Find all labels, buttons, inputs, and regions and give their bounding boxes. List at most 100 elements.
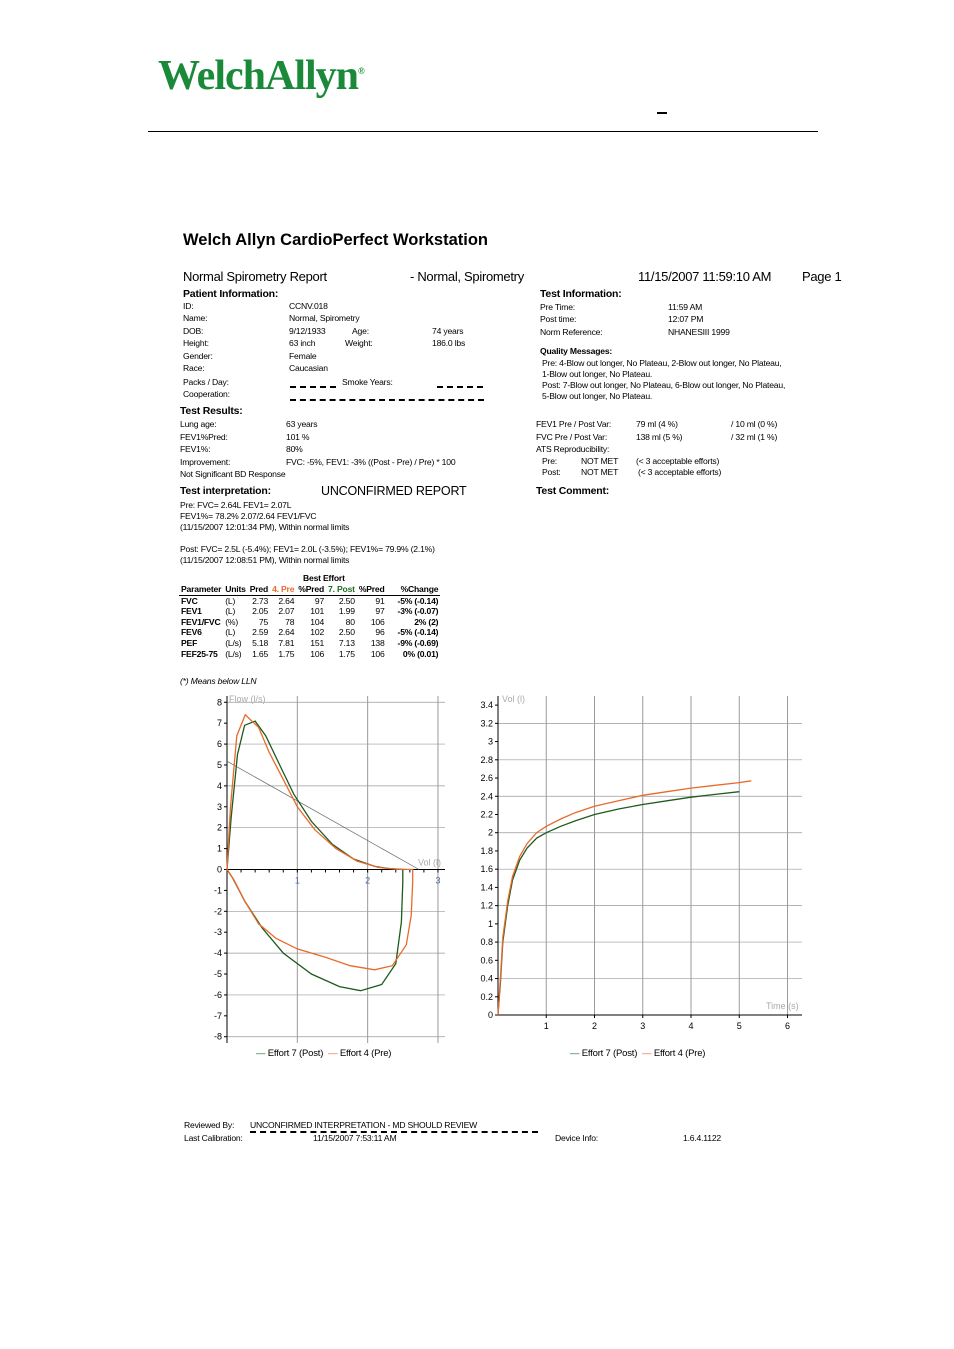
y-tick-label: 3.4	[480, 700, 493, 710]
lung-age-label: Lung age:	[180, 419, 217, 429]
improvement-label: Improvement:	[180, 457, 231, 467]
series-line	[497, 780, 752, 1016]
series-line	[226, 713, 414, 971]
cell-pre: 2.64	[278, 595, 295, 606]
cell-change: -5% (-0.14)	[397, 627, 439, 638]
table-header-row: Parameter Units Pred 4. Pre %Pred 7. Pos…	[179, 584, 441, 596]
cell-param: PEF	[181, 637, 198, 648]
gender-value: Female	[289, 351, 317, 361]
cell-post-pctpred: 106	[370, 616, 385, 627]
interp-heading: Test interpretation:	[180, 485, 271, 497]
y-tick-label: 2.8	[480, 755, 493, 765]
cell-post-pctpred: 97	[375, 606, 385, 617]
interp-line: (11/15/2007 12:01:34 PM), Within normal …	[180, 522, 350, 532]
coop-label: Cooperation:	[183, 389, 230, 399]
col-pre: 4. Pre	[270, 584, 297, 596]
fev1pct-value: 80%	[286, 444, 303, 454]
cell-pre-pctpred: 151	[310, 637, 325, 648]
y-tick-label: -7	[214, 1011, 222, 1021]
cell-change: 0% (0.01)	[402, 648, 439, 659]
legend-pre-label: Effort 4 (Pre)	[339, 1048, 392, 1059]
y-tick-label: 2	[217, 823, 222, 833]
y-tick-label: 2.4	[480, 791, 493, 801]
report-datetime: 11/15/2007 11:59:10 AM	[638, 269, 772, 284]
cell-param: FVC	[181, 595, 198, 606]
age-value: 74 years	[432, 326, 464, 336]
fev1-var-b: / 10 ml (0 %)	[731, 419, 778, 429]
cell-param: FEV1/FVC	[181, 616, 221, 627]
ats-post-value: NOT MET	[581, 467, 619, 477]
patient-summary: - Normal, Spirometry	[410, 269, 524, 284]
legend-pre-swatch: —	[328, 1048, 338, 1059]
y-tick-label: 1.6	[480, 864, 493, 874]
legend-pre-label: Effort 4 (Pre)	[653, 1048, 706, 1059]
y-tick-label: 2.6	[480, 773, 493, 783]
y-tick-label: 3	[217, 802, 222, 812]
y-tick-label: 7	[217, 718, 222, 728]
interp-line: Post: FVC= 2.5L (-5.4%); FEV1= 2.0L (-3.…	[180, 544, 435, 554]
race-label: Race:	[183, 363, 205, 373]
cell-change: -3% (-0.07)	[397, 606, 439, 617]
y-tick-label: 3	[488, 737, 493, 747]
norm-ref-label: Norm Reference:	[540, 327, 603, 337]
cell-post: 1.75	[338, 648, 355, 659]
legend-post-swatch: —	[570, 1048, 580, 1059]
quality-line: 1-Blow out longer, No Plateau.	[542, 369, 653, 379]
cell-units: (L/s)	[225, 637, 242, 648]
report-title: Welch Allyn CardioPerfect Workstation	[183, 231, 489, 249]
y-tick-label: -5	[214, 969, 222, 979]
series-line	[497, 791, 740, 1016]
quality-line: Post: 7-Blow out longer, No Plateau, 6-B…	[542, 380, 786, 390]
col-post-pctpred: %Pred	[356, 584, 387, 596]
patient-info-heading: Patient Information:	[183, 288, 279, 300]
cell-post-pctpred: 106	[370, 648, 385, 659]
y-tick-label: 1	[488, 919, 493, 929]
ats-pre-note: (< 3 acceptable efforts)	[636, 456, 720, 466]
dob-value: 9/12/1933	[289, 326, 326, 336]
coop-blank	[290, 399, 484, 401]
post-time-value: 12:07 PM	[668, 314, 704, 324]
packs-label: Packs / Day:	[183, 377, 229, 387]
cell-change: -9% (-0.69)	[397, 637, 439, 648]
y-tick-label: 0	[217, 865, 222, 875]
cell-post: 1.99	[338, 606, 355, 617]
cell-pred: 2.59	[252, 627, 269, 638]
improvement-value: FVC: -5%, FEV1: -3% ((Post - Pre) / Pre)…	[286, 457, 456, 467]
flow-volume-chart: 8 7 6 5 4 3 2 1 0 -1 -2 -3 -4 -5 -6 -7 -8 1 2 3 Flow (l/s) Vo…	[214, 694, 445, 1043]
table-row: FEV6 (L) 2.59 2.64 102 2.50 96 -5% (-0.14)	[179, 627, 440, 638]
volume-time-chart: 3.4 3.2 3 2.8 2.6 2.4 2.2 2 1.8 1.6 1.4 1.2 1 0.8 0.6 0…	[480, 694, 802, 1031]
legend-post-swatch: —	[256, 1048, 266, 1059]
cell-pred: 2.73	[252, 595, 269, 606]
cell-pred: 5.18	[252, 637, 269, 648]
col-units: Units	[223, 584, 248, 596]
y-tick-label: 3.2	[480, 718, 493, 728]
smoke-label: Smoke Years:	[342, 377, 393, 387]
x-tick-label: 5	[737, 1021, 742, 1031]
height-label: Height:	[183, 338, 209, 348]
x-axis-label: Vol (l)	[418, 858, 441, 868]
cell-post: 80	[345, 616, 355, 627]
y-tick-label: -1	[214, 885, 222, 895]
cell-post-pctpred: 91	[375, 595, 385, 606]
table-row: FEF25-75 (L/s) 1.65 1.75 106 1.75 106 0% (0.01)	[179, 649, 440, 660]
cell-param: FEV1	[181, 606, 202, 617]
col-post: 7. Post	[326, 584, 357, 596]
cell-pred: 75	[258, 616, 269, 627]
cell-pred: 2.05	[252, 606, 269, 617]
col-pre-pctpred: %Pred	[296, 584, 327, 596]
y-tick-label: 8	[217, 697, 222, 707]
race-value: Caucasian	[289, 363, 328, 373]
ats-label: ATS Reproducibility:	[536, 444, 610, 454]
cell-param: FEF25-75	[181, 648, 218, 659]
cell-post-pctpred: 96	[375, 627, 385, 638]
volume-time-legend: — Effort 7 (Post) — Effort 4 (Pre)	[570, 1048, 705, 1059]
y-axis-label: Vol (l)	[502, 694, 525, 704]
ats-pre-value: NOT MET	[581, 456, 619, 466]
fvc-var-b: / 32 ml (1 %)	[731, 432, 778, 442]
y-tick-label: -8	[214, 1032, 222, 1042]
cell-change: 2% (2)	[414, 616, 439, 627]
y-tick-label: -6	[214, 990, 222, 1000]
y-tick-label: 2	[488, 828, 493, 838]
quality-line: 5-Blow out longer, No Plateau.	[542, 391, 653, 401]
quality-line: Pre: 4-Blow out longer, No Plateau, 2-Bl…	[542, 358, 782, 368]
